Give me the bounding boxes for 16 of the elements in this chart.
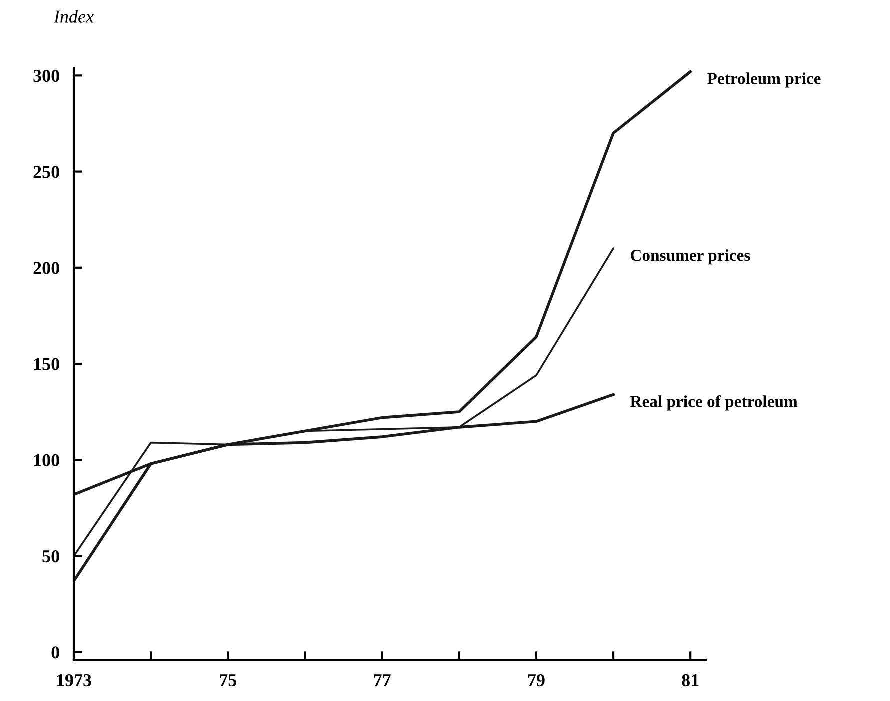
y-tick-label: 150 <box>34 358 60 370</box>
y-tick-label: 100 <box>34 454 60 467</box>
x-tick-label: 75 <box>220 674 237 687</box>
x-tick-label: 81 <box>682 674 699 687</box>
y-tick-label: 250 <box>34 166 60 178</box>
y-tick-label: 200 <box>34 262 60 274</box>
y-tick-label: 50 <box>42 550 60 563</box>
x-tick-label: 77 <box>374 674 391 686</box>
y-tick-label: 0 <box>52 646 60 659</box>
y-tick-label: 300 <box>34 70 60 82</box>
x-tick-label: 79 <box>528 674 545 687</box>
y-axis-title: Index <box>54 10 94 23</box>
series-label: Consumer prices <box>630 249 750 265</box>
series-label: Real price of petroleum <box>630 395 798 411</box>
x-tick-label: 1973 <box>57 674 92 687</box>
series-label: Petroleum price <box>708 72 821 88</box>
